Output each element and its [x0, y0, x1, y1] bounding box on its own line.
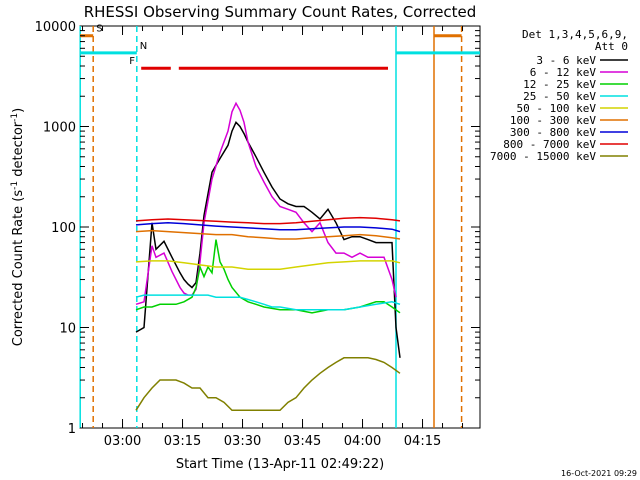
legend-label: 12 - 25 keV: [523, 78, 596, 91]
y-tick-label: 1000: [43, 121, 76, 136]
flag-bars: S NF: [80, 24, 480, 70]
y-tick-label: 10000: [35, 20, 76, 35]
flag-label: S: [96, 24, 102, 35]
flag-label: F: [129, 56, 135, 67]
legend-header: Det 1,3,4,5,6,9,: [522, 28, 628, 41]
x-tick-label: 03:30: [224, 434, 261, 449]
legend-label: 300 - 800 keV: [510, 126, 596, 139]
legend-label: 25 - 50 keV: [523, 90, 596, 103]
series-line: [135, 222, 401, 233]
series-line: [135, 239, 401, 314]
chart-title: RHESSI Observing Summary Count Rates, Co…: [84, 3, 477, 21]
timestamp: 16-Oct-2021 09:29: [561, 469, 637, 478]
y-tick-label: 10: [59, 322, 76, 337]
y-tick-label: 1: [68, 422, 76, 437]
plot-area: [79, 25, 481, 429]
legend-label: 800 - 7000 keV: [503, 138, 596, 151]
series-line: [135, 357, 401, 412]
series-line: [135, 120, 401, 358]
legend-label: 50 - 100 keV: [517, 102, 597, 115]
vertical-markers: [79, 26, 463, 428]
legend-label: 100 - 300 keV: [510, 114, 596, 127]
series-line: [135, 260, 401, 270]
legend-header: Att 0: [595, 40, 628, 53]
x-axis-label: Start Time (13-Apr-11 02:49:22): [176, 457, 384, 472]
legend-label: 3 - 6 keV: [536, 54, 596, 67]
series-lines: [135, 101, 401, 412]
series-line: [135, 294, 401, 311]
x-tick-label: 04:15: [404, 434, 441, 449]
x-axis: 03:00 03:15 03:30 03:45 04:00 04:15: [82, 26, 464, 449]
x-tick-label: 03:45: [284, 434, 321, 449]
x-tick-label: 03:00: [104, 434, 141, 449]
flag-label: N: [140, 41, 147, 52]
y-axis: 1 10 100 1000 10000: [35, 20, 480, 437]
series-line: [135, 229, 401, 240]
legend-label: 7000 - 15000 keV: [490, 150, 596, 163]
series-line: [135, 101, 397, 306]
legend-label: 6 - 12 keV: [530, 66, 597, 79]
y-axis-label: Corrected Count Rate (s-1 detector-1): [10, 108, 26, 346]
y-tick-label: 100: [51, 221, 76, 236]
series-line: [135, 216, 401, 225]
x-tick-label: 03:15: [164, 434, 201, 449]
x-tick-label: 04:00: [344, 434, 381, 449]
